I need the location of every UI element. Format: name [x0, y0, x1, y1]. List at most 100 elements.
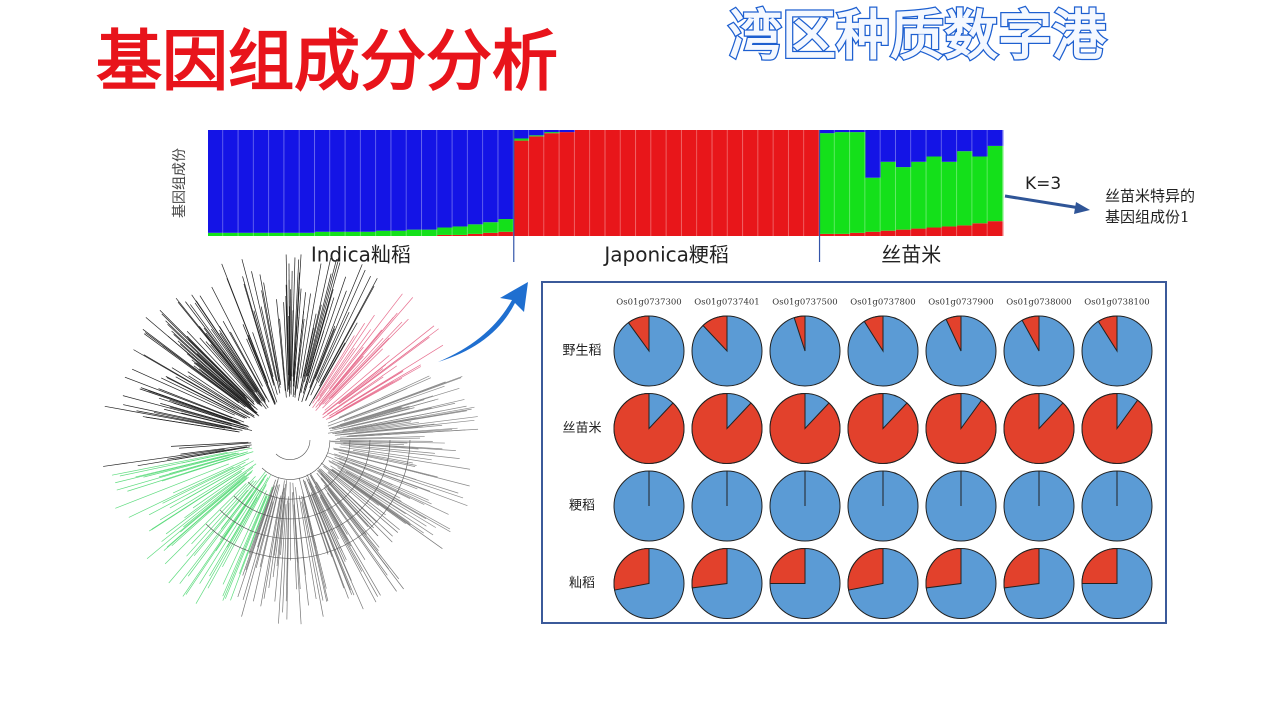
group-label: Japonica粳稻 — [602, 243, 729, 267]
group-label: Indica籼稻 — [311, 243, 411, 267]
bar-segment — [254, 130, 270, 233]
bar-segment — [529, 135, 545, 136]
bar-segment — [208, 130, 224, 233]
bar-segment — [820, 130, 836, 133]
bar-segment — [468, 224, 484, 234]
bar-segment — [346, 232, 362, 236]
bar-segment — [483, 222, 499, 233]
tree-branch — [260, 274, 280, 382]
tree-branch — [323, 338, 384, 404]
bar-segment — [453, 235, 469, 236]
bar-segment — [560, 132, 576, 236]
bar-segment — [988, 221, 1004, 236]
bar-segment — [911, 130, 927, 162]
bar-segment — [743, 130, 759, 236]
bar-segment — [988, 146, 1004, 221]
bar-segment — [682, 130, 698, 236]
bar-segment — [269, 130, 285, 233]
annotation-text: 基因组成份1 — [1105, 208, 1190, 226]
bar-segment — [636, 130, 652, 236]
bar-segment — [881, 231, 897, 236]
tree-branch — [334, 449, 416, 466]
tree-branch — [351, 430, 465, 437]
bar-segment — [651, 130, 667, 236]
phylogenetic-tree — [103, 254, 478, 624]
tree-branch — [147, 482, 240, 559]
bar-segment — [896, 167, 912, 230]
column-label: Os01g0737401 — [694, 298, 759, 308]
bar-segment — [468, 130, 484, 224]
bar-segment — [942, 162, 958, 227]
bar-segment — [376, 231, 392, 236]
bar-segment — [927, 130, 943, 157]
bar-segment — [927, 228, 943, 236]
bar-segment — [804, 130, 820, 236]
bar-segment — [498, 130, 514, 219]
bar-segment — [820, 133, 836, 234]
brand: 湾区种质数字港 — [728, 3, 1107, 67]
bar-segment — [957, 130, 973, 151]
bar-segment — [239, 130, 255, 233]
bar-segment — [850, 233, 866, 236]
tree-branch — [302, 502, 324, 617]
bar-segment — [544, 133, 560, 236]
bar-segment — [758, 130, 774, 236]
tree-branch — [304, 274, 331, 382]
bar-segment — [972, 157, 988, 224]
bar-segment — [865, 232, 881, 236]
column-label: Os01g0737800 — [850, 298, 915, 308]
slide-title: 基因组成分分析 — [96, 23, 558, 100]
bar-segment — [254, 233, 270, 236]
row-label: 粳稻 — [569, 499, 595, 514]
bar-segment — [820, 234, 836, 236]
bar-segment — [346, 130, 362, 232]
annotation-arrowhead — [1074, 202, 1090, 214]
bar-segment — [315, 232, 331, 236]
bar-segment — [330, 130, 346, 232]
bar-segment — [529, 130, 545, 135]
bar-segment — [667, 130, 683, 236]
bar-segment — [223, 130, 239, 233]
y-axis-label: 基因组成份 — [171, 148, 188, 218]
bar-segment — [544, 130, 560, 132]
row-label: 籼稻 — [569, 576, 595, 591]
tree-branch — [329, 294, 402, 389]
bar-segment — [942, 130, 958, 162]
bar-segment — [391, 130, 407, 231]
group-label: 丝苗米 — [881, 243, 941, 267]
bar-segment — [606, 130, 622, 236]
bar-segment — [468, 234, 484, 236]
bar-segment — [544, 132, 560, 133]
bar-segment — [957, 151, 973, 225]
bar-segment — [927, 157, 943, 228]
bar-segment — [789, 130, 805, 236]
bar-segment — [575, 130, 591, 236]
bar-segment — [437, 235, 453, 236]
bar-segment — [483, 233, 499, 236]
tree-branch — [160, 310, 245, 394]
bar-segment — [865, 130, 881, 178]
column-label: Os01g0737300 — [616, 298, 681, 308]
bar-segment — [422, 130, 438, 230]
tree-branch — [112, 452, 228, 475]
bar-segment — [361, 130, 377, 232]
tree-branch — [225, 496, 267, 599]
bar-segment — [972, 130, 988, 157]
tree-branch — [173, 459, 249, 493]
bar-segment — [239, 233, 255, 236]
bar-segment — [835, 130, 851, 132]
bar-segment — [911, 162, 927, 229]
bar-segment — [407, 130, 423, 230]
bar-segment — [560, 130, 576, 132]
bar-segment — [208, 233, 224, 236]
bar-segment — [437, 228, 453, 235]
tree-branch — [168, 324, 248, 399]
column-label: Os01g0738100 — [1084, 298, 1149, 308]
bar-segment — [437, 130, 453, 228]
row-label: 野生稻 — [562, 344, 601, 359]
tree-branch — [160, 468, 244, 520]
bar-segment — [498, 232, 514, 236]
tree-branch — [154, 412, 242, 430]
bar-segment — [621, 130, 637, 236]
